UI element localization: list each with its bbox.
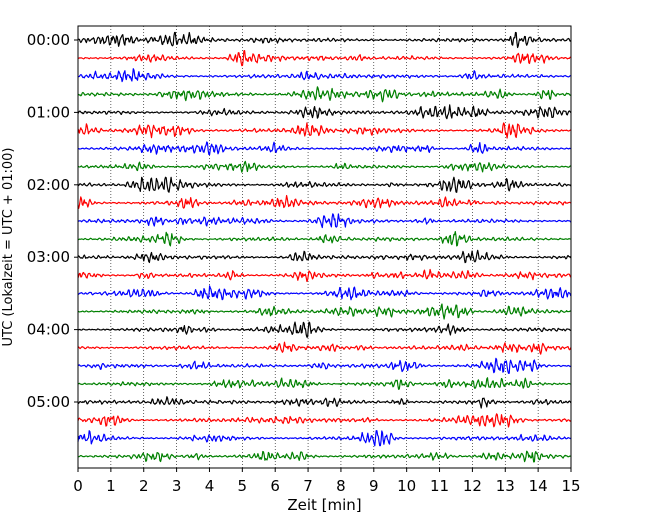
trace-line — [77, 377, 571, 390]
trace-line — [77, 341, 572, 355]
x-tick-label: 15 — [561, 477, 580, 495]
trace-line — [77, 50, 571, 67]
trace-line — [77, 413, 572, 428]
trace-line — [77, 268, 572, 283]
trace-line — [77, 285, 572, 301]
trace-line — [77, 31, 572, 49]
trace-line — [77, 430, 572, 447]
trace-line — [77, 231, 571, 247]
trace-line — [77, 104, 572, 120]
trace-line — [77, 176, 572, 193]
trace-line — [77, 194, 572, 209]
trace-line — [77, 303, 572, 320]
y-axis-ticks: 00:00 01:00 02:00 03:00 04:00 05:00 — [27, 31, 78, 411]
x-tick-label: 3 — [172, 477, 182, 495]
trace-line — [77, 122, 572, 139]
x-tick-label: 12 — [463, 477, 482, 495]
trace-lines — [77, 31, 572, 463]
x-tick-label: 5 — [238, 477, 248, 495]
x-tick-label: 7 — [303, 477, 313, 495]
trace-line — [77, 450, 571, 463]
x-tick-label: 10 — [397, 477, 416, 495]
y-tick-label: 01:00 — [27, 103, 70, 121]
x-tick-label: 1 — [106, 477, 116, 495]
x-tick-label: 11 — [430, 477, 449, 495]
trace-line — [77, 321, 571, 338]
y-tick-label: 05:00 — [27, 393, 70, 411]
trace-line — [77, 160, 571, 173]
trace-line — [77, 86, 571, 103]
y-tick-label: 03:00 — [27, 248, 70, 266]
x-tick-label: 0 — [73, 477, 83, 495]
x-tick-label: 8 — [336, 477, 346, 495]
y-tick-label: 00:00 — [27, 31, 70, 49]
trace-line — [77, 68, 571, 83]
y-axis-title: UTC (Lokalzeit = UTC + 01:00) — [1, 148, 16, 347]
x-tick-label: 14 — [529, 477, 548, 495]
x-tick-label: 9 — [369, 477, 379, 495]
y-tick-label: 02:00 — [27, 176, 70, 194]
trace-line — [77, 396, 572, 409]
trace-line — [77, 249, 572, 264]
y-tick-label: 04:00 — [27, 321, 70, 339]
trace-line — [77, 357, 572, 374]
x-axis-ticks: 0 1 2 3 4 5 6 7 8 9 10 11 12 13 14 15 — [73, 468, 581, 495]
x-axis-title: Zeit [min] — [287, 496, 361, 514]
x-tick-label: 13 — [496, 477, 515, 495]
trace-line — [77, 141, 572, 156]
x-tick-label: 4 — [205, 477, 215, 495]
x-tick-label: 2 — [139, 477, 149, 495]
trace-line — [77, 213, 572, 229]
plot-frame — [77, 25, 572, 469]
x-tick-label: 6 — [270, 477, 280, 495]
